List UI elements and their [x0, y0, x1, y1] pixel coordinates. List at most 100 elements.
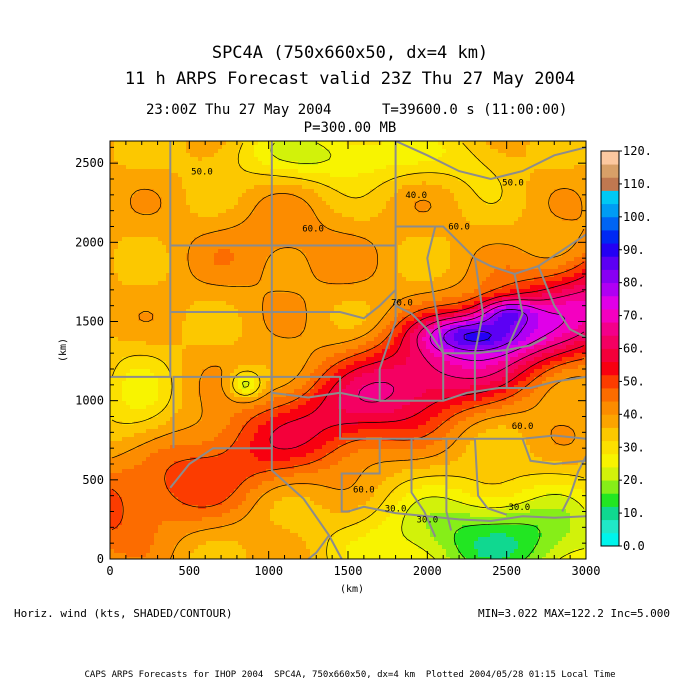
colorbar-swatch	[601, 414, 619, 428]
contour-label: 30.0	[416, 516, 438, 526]
colorbar-label: 30.	[623, 440, 645, 454]
colorbar-swatch	[601, 480, 619, 494]
contour-label: 60.0	[302, 224, 324, 234]
state-boundary-line	[445, 438, 453, 531]
state-boundary-line	[307, 534, 330, 559]
pressure-level-line: P=300.00 MB	[303, 120, 397, 136]
colorbar-swatch	[601, 295, 619, 310]
x-tick-label: 3000	[572, 564, 601, 578]
state-boundary-line	[339, 392, 381, 513]
contour-lines	[111, 142, 585, 559]
x-tick-label: 2000	[413, 564, 442, 578]
field-statistics: MIN=3.022 MAX=122.2 Inc=5.000	[478, 607, 671, 620]
colorbar-swatch	[601, 453, 619, 468]
chart-subtitle: 11 h ARPS Forecast valid 23Z Thu 27 May …	[124, 69, 576, 89]
state-boundary-line	[347, 505, 586, 523]
colorbar-swatch	[601, 506, 619, 521]
state-boundary-line	[473, 438, 508, 516]
colorbar-swatch	[601, 164, 619, 178]
x-tick-label: 500	[178, 564, 200, 578]
colorbar-swatch	[601, 269, 619, 284]
colorbar-swatch	[601, 401, 619, 415]
state-boundary-line	[410, 438, 437, 538]
colorbar-swatch	[601, 467, 619, 481]
colorbar-swatch	[601, 440, 619, 455]
colorbar-swatch	[601, 203, 619, 218]
state-boundary-line	[473, 258, 484, 354]
y-tick-label: 1000	[75, 394, 104, 408]
state-boundary-line	[270, 392, 343, 559]
colorbar-swatch	[601, 309, 619, 323]
state-boundaries	[110, 141, 586, 559]
contour-label: 50.0	[191, 167, 213, 177]
x-tick-label: 1000	[254, 564, 283, 578]
colorbar-label: 70.	[623, 309, 645, 323]
state-boundary-line	[426, 226, 445, 354]
state-boundary-line	[271, 391, 341, 399]
wind-speed-field	[110, 141, 586, 559]
colorbar-label: 50.	[623, 374, 645, 388]
colorbar-swatch	[601, 532, 619, 547]
colorbar-label: 100.	[623, 210, 652, 224]
field-description: Horiz. wind (kts, SHADED/CONTOUR)	[14, 607, 233, 620]
x-tick-label: 2500	[492, 564, 521, 578]
colorbar-label: 90.	[623, 243, 645, 257]
plot-credit-line: CAPS ARPS Forecasts for IHOP 2004 SPC4A,…	[84, 670, 616, 680]
x-tick-label: 0	[106, 564, 113, 578]
colorbar-swatch	[601, 374, 619, 389]
y-axis-label: (km)	[58, 337, 70, 363]
state-boundary-line	[521, 438, 586, 466]
colorbar-label: 10.	[623, 506, 645, 520]
state-boundary-line	[270, 289, 397, 402]
valid-time-line: 23:00Z Thu 27 May 2004 T=39600.0 s (11:0…	[146, 102, 568, 118]
contour-label: 30.0	[385, 505, 407, 515]
colorbar-swatch	[601, 256, 619, 270]
colorbar-swatch	[601, 243, 619, 257]
axes: 0 500 1000 1500 2000 2500 3000 0 500 1000 1500 2000…	[75, 141, 600, 578]
state-boundary-line	[537, 265, 586, 339]
colorbar-swatch	[601, 361, 619, 376]
colorbar-label: 80.	[623, 276, 645, 290]
colorbar-swatch	[601, 230, 619, 244]
contour-label: 30.0	[509, 503, 531, 513]
colorbar-swatch	[601, 335, 619, 349]
state-boundary-line	[395, 141, 586, 181]
colorbar-label: 20.	[623, 473, 645, 487]
x-axis-label: (km)	[340, 584, 365, 595]
contour-label: 60.0	[448, 223, 470, 233]
y-tick-label: 2500	[75, 156, 104, 170]
colorbar-swatch	[601, 216, 619, 231]
colorbar-swatch	[601, 427, 619, 442]
state-boundary-line	[395, 225, 586, 276]
colorbar-swatch	[601, 190, 619, 205]
colorbar-swatch	[601, 177, 619, 191]
contour-label: 40.0	[405, 191, 427, 201]
contour-label: 60.0	[353, 486, 375, 496]
x-tick-label: 1500	[334, 564, 363, 578]
state-boundary-line	[395, 304, 445, 401]
chart-title: SPC4A (750x660x50, dx=4 km)	[211, 43, 489, 63]
contour-path	[111, 142, 585, 559]
colorbar-swatch	[601, 322, 619, 336]
contour-label: 70.0	[391, 299, 413, 309]
colorbar-label: 110.	[623, 177, 652, 191]
colorbar: 120. 110. 100. 90. 80. 70. 60. 50. 40. 30. 20. 10. 0…	[600, 144, 652, 553]
contour-label-layer: 50.0 40.0 50.0 60.0 60.0 70.0 60.0 60.0 30.0 30.0…	[191, 167, 533, 525]
colorbar-label: 60.	[623, 342, 645, 356]
state-boundary-line	[172, 375, 272, 449]
colorbar-swatch	[601, 519, 619, 534]
y-tick-label: 2000	[75, 235, 104, 249]
y-tick-label: 500	[82, 473, 104, 487]
colorbar-label: 40.	[623, 407, 645, 421]
colorbar-swatch	[601, 282, 619, 297]
colorbar-swatch	[601, 151, 619, 165]
state-boundary-line	[110, 141, 172, 378]
colorbar-swatch	[601, 493, 619, 507]
y-tick-label: 1500	[75, 315, 104, 329]
contour-label: 50.0	[502, 178, 524, 188]
contour-label: 60.0	[512, 422, 534, 432]
colorbar-label: 0.0	[623, 539, 645, 553]
colorbar-swatch	[601, 388, 619, 402]
state-boundary-line	[505, 273, 524, 351]
